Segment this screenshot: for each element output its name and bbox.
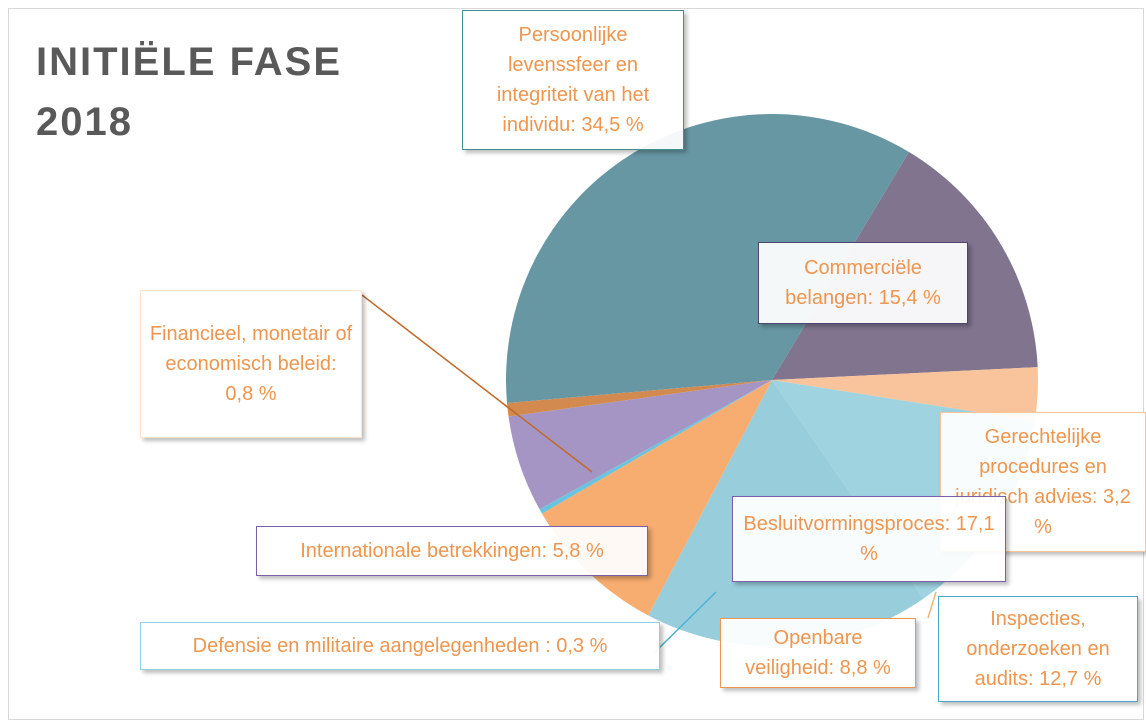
value-label: 5,8 %	[552, 540, 604, 562]
category-label: Persoonlijke levenssfeer en integriteit …	[496, 24, 650, 136]
label-text: Financieel, monetair of economisch belei…	[149, 319, 353, 409]
value-label: 12,7 %	[1039, 668, 1102, 690]
data-label: Internationale betrekkingen: 5,8 %	[256, 526, 648, 576]
data-label: Defensie en militaire aangelegenheden : …	[140, 622, 660, 670]
data-label: Besluitvormingsproces: 17,1 %	[732, 496, 1006, 582]
label-text: Inspecties, onderzoeken en audits: 12,7 …	[947, 604, 1129, 694]
chart-subtitle: 2018	[36, 100, 133, 144]
label-text: Persoonlijke levenssfeer en integriteit …	[471, 20, 675, 140]
category-label: Defensie en militaire aangelegenheden :	[192, 635, 551, 657]
pie-slice	[506, 114, 910, 404]
data-label: Commerciële belangen: 15,4 %	[758, 242, 968, 324]
category-label: Commerciële belangen:	[785, 257, 922, 309]
category-label: Besluitvormingsproces:	[743, 513, 951, 535]
data-label: Inspecties, onderzoeken en audits: 12,7 …	[938, 596, 1138, 702]
category-label: Internationale betrekkingen:	[300, 540, 548, 562]
pie-slice	[506, 380, 772, 417]
label-text: Openbare veiligheid: 8,8 %	[729, 623, 907, 683]
value-label: 0,3 %	[556, 635, 608, 657]
value-label: 3,2 %	[1034, 486, 1131, 538]
data-label: Persoonlijke levenssfeer en integriteit …	[462, 10, 684, 150]
category-label: Financieel, monetair of economisch belei…	[149, 323, 353, 375]
value-label: 17,1 %	[860, 513, 995, 565]
frame	[8, 8, 1144, 720]
data-label: Gerechtelijke procedures en juridisch ad…	[940, 412, 1146, 552]
label-text: Defensie en militaire aangelegenheden : …	[193, 631, 608, 661]
value-label: 34,5 %	[581, 114, 644, 136]
label-text: Commerciële belangen: 15,4 %	[767, 253, 959, 313]
leader-line	[361, 294, 593, 473]
pie-slice	[508, 380, 772, 510]
leader-line	[654, 591, 717, 653]
value-label: 15,4 %	[878, 287, 941, 309]
category-label: Inspecties, onderzoeken en audits:	[966, 608, 1110, 690]
category-label: Openbare veiligheid:	[745, 627, 863, 679]
pie-slice	[772, 367, 1038, 422]
leader-line	[927, 591, 937, 619]
label-text: Besluitvormingsproces: 17,1 %	[741, 509, 997, 569]
data-label: Financieel, monetair of economisch belei…	[140, 290, 362, 438]
value-label: 8,8 %	[839, 657, 891, 679]
chart-title: INITIËLE FASE	[36, 40, 343, 84]
pie-slice	[539, 380, 772, 514]
value-label: 0,8 %	[225, 383, 277, 405]
data-label: Openbare veiligheid: 8,8 %	[720, 618, 916, 688]
label-text: Internationale betrekkingen: 5,8 %	[300, 536, 604, 566]
